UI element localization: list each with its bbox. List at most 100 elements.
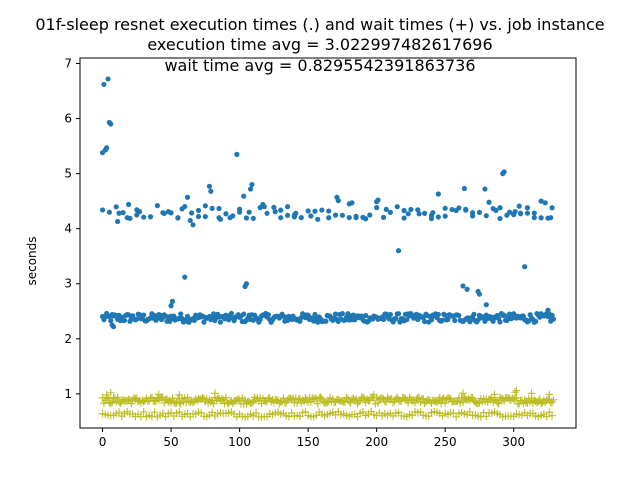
data-point (284, 212, 291, 218)
data-point (169, 298, 176, 304)
data-point (442, 312, 448, 318)
data-point (284, 204, 291, 210)
data-point (116, 210, 122, 216)
y-tick-label: 6 (64, 112, 72, 126)
data-point (339, 212, 345, 218)
data-point (147, 214, 154, 220)
data-point (512, 209, 518, 215)
data-point (326, 208, 332, 214)
data-point (195, 213, 202, 220)
data-point (168, 303, 174, 309)
y-tick-label: 5 (64, 167, 72, 181)
data-point (435, 214, 441, 220)
data-point (471, 311, 477, 317)
data-point (507, 311, 513, 317)
data-point (278, 207, 284, 213)
data-point (442, 205, 448, 211)
data-point (261, 204, 267, 210)
data-point (435, 311, 441, 318)
y-tick-label: 1 (64, 387, 72, 401)
chart-title: 01f-sleep resnet execution times (.) and… (35, 15, 604, 75)
data-point (408, 206, 414, 213)
data-point (227, 215, 233, 221)
data-point (517, 210, 524, 216)
data-point (512, 386, 521, 395)
data-point (374, 205, 380, 211)
data-point (312, 208, 318, 214)
data-point (141, 214, 147, 220)
data-point (442, 213, 448, 219)
data-point (125, 201, 132, 208)
data-point (453, 207, 459, 214)
data-point (106, 388, 115, 397)
data-point (380, 316, 387, 323)
data-point (482, 186, 488, 192)
data-point (394, 204, 400, 210)
data-point (271, 204, 277, 210)
data-point (264, 210, 270, 216)
data-point (136, 209, 143, 215)
data-point (108, 121, 114, 127)
data-point (346, 399, 355, 407)
data-point (278, 215, 284, 221)
data-point (209, 205, 215, 211)
data-point (441, 399, 449, 407)
data-point (216, 205, 222, 212)
data-point (179, 206, 185, 212)
data-point (476, 209, 483, 216)
y-tick-label: 2 (64, 332, 72, 346)
data-point (305, 208, 311, 214)
data-point (524, 205, 531, 211)
data-point (483, 302, 489, 308)
data-point (139, 408, 148, 416)
data-point (183, 393, 192, 402)
data-point (405, 211, 411, 217)
data-point (104, 145, 110, 151)
data-point (533, 318, 539, 324)
data-point (298, 215, 304, 221)
data-point (121, 317, 128, 324)
data-point (104, 394, 112, 403)
data-point (211, 389, 219, 398)
data-point (501, 169, 507, 175)
data-point (208, 188, 214, 194)
data-point (546, 311, 552, 317)
data-point (160, 210, 166, 216)
data-point (516, 203, 522, 209)
data-point (184, 194, 191, 200)
data-point (106, 209, 112, 215)
data-point (134, 316, 140, 322)
data-point (249, 182, 255, 188)
data-point (367, 212, 373, 218)
data-point (248, 399, 256, 407)
data-point (435, 191, 441, 197)
data-point (401, 207, 407, 214)
data-point (538, 198, 544, 204)
data-point (490, 318, 496, 324)
data-point (461, 185, 467, 192)
data-point (531, 210, 537, 216)
data-point (452, 317, 458, 324)
data-point (217, 395, 226, 403)
data-point (187, 217, 193, 224)
data-point (456, 312, 462, 319)
data-point (189, 210, 195, 216)
data-point (206, 183, 213, 189)
x-tick-label: 300 (502, 435, 525, 449)
data-point (512, 394, 521, 402)
data-point (154, 203, 160, 209)
data-point (115, 218, 121, 225)
data-point (393, 316, 399, 322)
data-point (370, 391, 378, 399)
data-point (241, 311, 247, 317)
data-point (445, 316, 451, 323)
data-point (463, 206, 469, 213)
x-tick-label: 150 (297, 435, 320, 449)
data-point (120, 210, 126, 216)
data-point (313, 399, 322, 408)
data-point (243, 281, 250, 287)
data-point (464, 286, 470, 292)
data-point (113, 204, 119, 210)
data-point (549, 396, 558, 404)
data-point (335, 198, 341, 204)
